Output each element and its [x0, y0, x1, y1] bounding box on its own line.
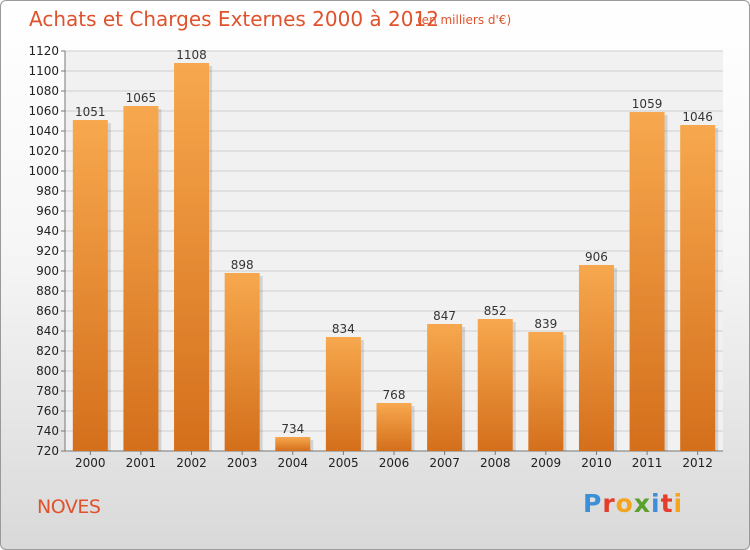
- bar: [123, 106, 159, 451]
- y-tick-label: 800: [36, 364, 59, 378]
- y-tick-label: 820: [36, 344, 59, 358]
- x-tick-label: 2007: [429, 456, 460, 470]
- chart-subtitle: (en milliers d'€): [417, 13, 512, 27]
- data-label: 834: [332, 322, 355, 336]
- logo-letter: i: [673, 489, 684, 518]
- data-label: 847: [433, 309, 456, 323]
- bar: [72, 120, 108, 451]
- x-tick-label: 2006: [379, 456, 410, 470]
- y-tick-label: 960: [36, 204, 59, 218]
- y-tick-label: 1060: [28, 104, 59, 118]
- y-tick-label: 1000: [28, 164, 59, 178]
- y-tick-label: 940: [36, 224, 59, 238]
- bar: [275, 437, 311, 451]
- bar: [427, 324, 463, 451]
- city-name: NOVES: [37, 496, 101, 518]
- bar: [325, 337, 361, 451]
- data-label: 839: [534, 317, 557, 331]
- data-label: 1108: [176, 48, 207, 62]
- bar: [477, 319, 513, 451]
- data-label: 1046: [682, 110, 713, 124]
- logo-letter: t: [660, 489, 674, 518]
- y-tick-label: 980: [36, 184, 59, 198]
- y-tick-label: 900: [36, 264, 59, 278]
- chart-title: Achats et Charges Externes 2000 à 2012: [29, 7, 439, 31]
- bar: [680, 125, 716, 451]
- data-label: 906: [585, 250, 608, 264]
- y-tick-label: 1020: [28, 144, 59, 158]
- logo-letter: r: [602, 489, 616, 518]
- data-label: 1059: [632, 97, 663, 111]
- x-tick-label: 2012: [682, 456, 713, 470]
- y-tick-label: 920: [36, 244, 59, 258]
- y-tick-label: 860: [36, 304, 59, 318]
- x-tick-label: 2004: [277, 456, 308, 470]
- x-tick-label: 2008: [480, 456, 511, 470]
- data-label: 734: [281, 422, 304, 436]
- y-tick-label: 780: [36, 384, 59, 398]
- y-tick-label: 760: [36, 404, 59, 418]
- logo-letter: x: [633, 489, 651, 518]
- data-label: 1051: [75, 105, 106, 119]
- x-tick-label: 2005: [328, 456, 359, 470]
- bar: [376, 403, 412, 451]
- x-tick-label: 2011: [632, 456, 663, 470]
- logo-letter: o: [615, 489, 634, 518]
- y-tick-label: 1080: [28, 84, 59, 98]
- x-tick-label: 2003: [227, 456, 258, 470]
- proxiti-logo: Proxiti: [583, 489, 683, 518]
- bar: [578, 265, 614, 451]
- data-label: 898: [231, 258, 254, 272]
- y-tick-label: 880: [36, 284, 59, 298]
- y-tick-label: 840: [36, 324, 59, 338]
- x-tick-label: 2009: [531, 456, 562, 470]
- x-tick-label: 2002: [176, 456, 207, 470]
- y-tick-label: 720: [36, 444, 59, 458]
- bar: [174, 63, 210, 451]
- bar: [528, 332, 564, 451]
- data-label: 852: [484, 304, 507, 318]
- bar: [224, 273, 260, 451]
- y-tick-label: 740: [36, 424, 59, 438]
- x-tick-label: 2010: [581, 456, 612, 470]
- logo-letter: P: [583, 489, 603, 518]
- data-label: 768: [383, 388, 406, 402]
- y-tick-label: 1100: [28, 64, 59, 78]
- x-tick-label: 2000: [75, 456, 106, 470]
- x-tick-label: 2001: [126, 456, 157, 470]
- y-tick-label: 1120: [28, 44, 59, 58]
- data-label: 1065: [126, 91, 157, 105]
- y-tick-label: 1040: [28, 124, 59, 138]
- bar: [629, 112, 665, 451]
- logo-letter: i: [651, 489, 661, 518]
